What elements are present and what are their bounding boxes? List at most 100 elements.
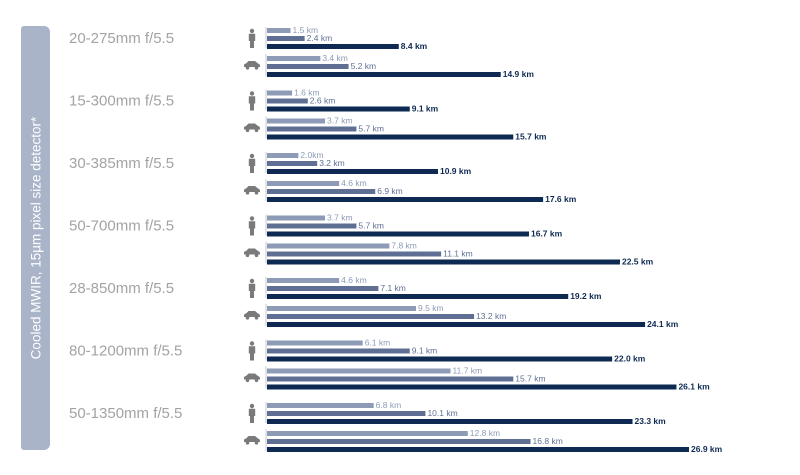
bar [267, 419, 633, 424]
bar [267, 431, 468, 436]
lens-group: 80-1200mm f/5.5 6.1 km 9.1 km 22.0 km 11.7 k… [69, 338, 710, 392]
bar [267, 134, 514, 140]
bar [267, 231, 529, 237]
value-label: 5.2 km [351, 61, 377, 71]
bar [267, 368, 451, 374]
value-label: 15.7 km [515, 132, 547, 142]
car-icon [244, 186, 260, 195]
value-label: 6.9 km [377, 186, 403, 196]
value-label: 12.8 km [470, 428, 500, 438]
value-label: 3.7 km [327, 116, 353, 126]
value-label: 9.5 km [418, 303, 444, 313]
car-icon [244, 61, 260, 70]
lens-label: 15-300mm f/5.5 [69, 93, 174, 110]
value-label: 7.8 km [391, 241, 417, 251]
value-label: 19.2 km [570, 291, 602, 301]
person-icon [248, 403, 256, 423]
lens-label: 30-385mm f/5.5 [69, 155, 174, 172]
value-label: 11.7 km [453, 366, 483, 376]
bar [267, 126, 357, 132]
bar [267, 64, 349, 69]
value-label: 2.0km [300, 150, 323, 160]
lens-label: 50-700mm f/5.5 [69, 218, 174, 235]
bar [267, 90, 293, 96]
bar [267, 243, 390, 249]
value-label: 26.9 km [691, 444, 723, 454]
bar [267, 356, 613, 362]
bar [267, 403, 374, 408]
bar [267, 161, 318, 166]
lens-label: 20-275mm f/5.5 [69, 30, 174, 47]
bar [267, 106, 410, 112]
lens-group: 20-275mm f/5.5 1.5 km2.4 km 8.4 km 3.4 km5.… [69, 25, 534, 79]
bar [267, 223, 357, 229]
person-icon [248, 28, 256, 48]
lens-group: 50-700mm f/5.5 3.7 km 5.7 km 16.7 km 7.8 km 1… [69, 213, 654, 267]
value-label: 1.5 km [293, 25, 319, 35]
car-icon [244, 311, 260, 320]
bar [267, 384, 677, 390]
lens-label: 80-1200mm f/5.5 [69, 343, 182, 360]
person-icon [248, 153, 256, 173]
value-label: 5.7 km [358, 124, 384, 134]
value-label: 22.0 km [614, 354, 646, 364]
bar [267, 259, 620, 265]
bar [267, 340, 363, 346]
lens-label: 50-1350mm f/5.5 [69, 405, 182, 422]
value-label: 7.1 km [380, 283, 406, 293]
bar [267, 322, 646, 327]
car-icon [244, 436, 260, 445]
bar [267, 98, 308, 104]
value-label: 5.7 km [358, 221, 384, 231]
bar [267, 189, 376, 194]
value-label: 10.9 km [440, 166, 472, 176]
person-icon [248, 278, 256, 298]
side-tab: Cooled MWIR, 15µm pixel size detector* [21, 26, 50, 450]
bar [267, 72, 501, 77]
value-label: 9.1 km [412, 346, 438, 356]
car-icon [244, 373, 260, 383]
lens-label: 28-850mm f/5.5 [69, 280, 174, 297]
lens-group: 50-1350mm f/5.5 6.8 km 10.1 km 23.3 km 12.8 … [69, 400, 723, 454]
person-icon [248, 216, 256, 236]
lens-group: 28-850mm f/5.5 4.6 km 7.1 km 19.2 km 9.5 km 1… [69, 275, 679, 329]
value-label: 4.6 km [341, 275, 367, 285]
bar [267, 153, 299, 158]
value-label: 17.6 km [545, 194, 577, 204]
value-label: 3.7 km [327, 213, 353, 223]
value-label: 2.4 km [307, 33, 333, 43]
value-label: 26.1 km [678, 382, 710, 392]
bar [267, 278, 340, 283]
value-label: 9.1 km [412, 104, 439, 114]
bar [267, 197, 544, 202]
lens-group: 15-300mm f/5.5 1.6 km2.6 km 9.1 km 3.7 km 5.… [69, 88, 547, 142]
value-label: 14.9 km [503, 69, 535, 79]
bar [267, 314, 475, 319]
value-label: 4.6 km [341, 178, 367, 188]
bar [267, 251, 442, 257]
value-label: 23.3 km [635, 416, 667, 426]
value-label: 16.7 km [531, 229, 563, 239]
value-label: 6.8 km [376, 400, 402, 410]
bar [267, 286, 379, 291]
value-label: 1.6 km [294, 88, 320, 98]
bar [267, 376, 514, 382]
value-label: 16.8 km [533, 436, 563, 446]
value-label: 10.1 km [427, 408, 457, 418]
bar [267, 169, 438, 174]
value-label: 15.7 km [515, 374, 545, 384]
bar [267, 36, 305, 41]
value-label: 3.4 km [322, 53, 348, 63]
value-label: 11.1 km [443, 249, 473, 259]
person-icon [248, 91, 256, 111]
bar [267, 439, 531, 444]
bar [267, 181, 340, 186]
bar [267, 44, 399, 49]
value-label: 6.1 km [365, 338, 391, 348]
car-icon [244, 248, 260, 258]
bar [267, 118, 326, 124]
value-label: 8.4 km [401, 41, 428, 51]
car-icon [244, 123, 260, 133]
